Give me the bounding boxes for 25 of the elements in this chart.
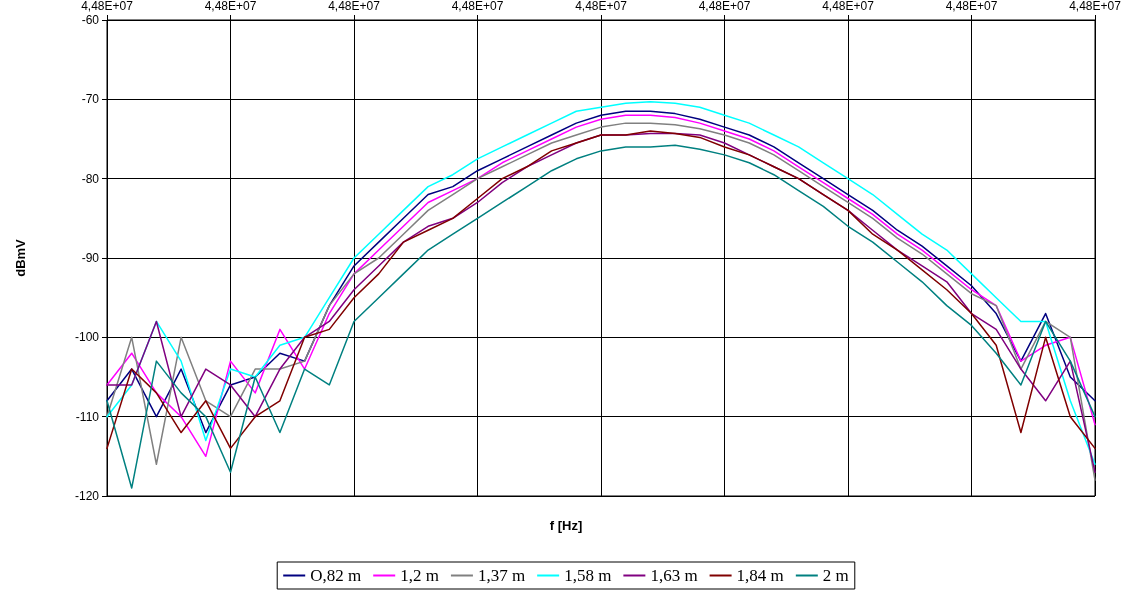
legend-label: 1,63 m xyxy=(650,566,698,585)
legend-label: 1,84 m xyxy=(736,566,784,585)
x-tick-label: 4,48E+07 xyxy=(1069,0,1122,13)
y-tick-label: -80 xyxy=(81,171,100,186)
legend-label: O,82 m xyxy=(310,566,362,585)
x-tick-label: 4,48E+07 xyxy=(822,0,875,13)
y-tick-label: -60 xyxy=(81,13,100,27)
x-tick-label: 4,48E+07 xyxy=(204,0,257,13)
x-tick-label: 4,48E+07 xyxy=(698,0,751,13)
x-tick-label: 4,48E+07 xyxy=(81,0,134,13)
x-tick-label: 4,48E+07 xyxy=(328,0,381,13)
legend-label: 2 m xyxy=(822,566,849,585)
y-tick-label: -110 xyxy=(75,409,100,424)
y-tick-label: -120 xyxy=(74,489,100,503)
x-axis-title: f [Hz] xyxy=(549,518,583,533)
y-tick-label: -90 xyxy=(81,251,100,265)
y-tick-label: -70 xyxy=(81,92,100,107)
x-tick-label: 4,48E+07 xyxy=(451,0,504,13)
legend-label: 1,37 m xyxy=(477,566,526,585)
y-axis-title: dBmV xyxy=(13,238,28,277)
legend-label: 1,58 m xyxy=(564,566,612,585)
x-tick-label: 4,48E+07 xyxy=(575,0,628,13)
x-tick-label: 4,48E+07 xyxy=(945,0,998,13)
y-tick-label: -100 xyxy=(74,330,100,345)
legend-label: 1,2 m xyxy=(400,566,439,585)
